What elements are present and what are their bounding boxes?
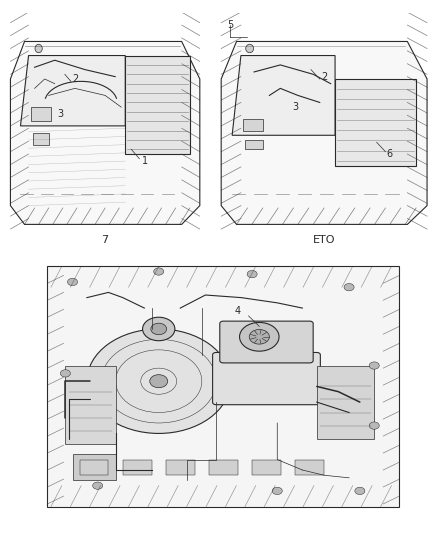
Polygon shape [11,42,200,224]
Text: 3: 3 [58,109,64,119]
Circle shape [344,284,354,291]
Bar [252,459,281,475]
Polygon shape [221,42,427,224]
Text: 4: 4 [235,306,241,316]
Text: 2: 2 [321,71,327,82]
Bar [166,459,194,475]
FancyBboxPatch shape [212,352,320,405]
Text: 7: 7 [102,236,109,246]
Circle shape [143,317,175,341]
Circle shape [93,482,102,489]
Circle shape [247,270,257,278]
Text: 3: 3 [293,102,299,112]
Polygon shape [232,55,335,135]
Bar [73,454,116,480]
Polygon shape [125,55,190,154]
Polygon shape [47,266,399,506]
Circle shape [60,370,71,377]
Polygon shape [335,79,416,166]
Polygon shape [21,55,125,126]
Text: 2: 2 [72,74,78,84]
FancyBboxPatch shape [220,321,313,363]
Circle shape [87,329,230,433]
Bar [123,459,152,475]
Circle shape [369,362,379,369]
Text: 1: 1 [142,156,148,166]
Circle shape [154,268,164,275]
Bar [80,459,109,475]
Bar [31,107,51,121]
Circle shape [151,323,166,335]
Bar [32,133,49,144]
Bar [295,459,324,475]
Text: 6: 6 [387,149,393,159]
Circle shape [369,422,379,429]
Bar [209,459,238,475]
Bar [245,140,263,149]
Bar [317,366,374,439]
Circle shape [355,487,365,495]
Circle shape [272,487,282,495]
Circle shape [150,375,168,387]
Bar [65,366,116,444]
Circle shape [67,278,78,286]
Circle shape [35,44,42,53]
Bar [243,119,263,131]
Text: ETO: ETO [313,236,336,246]
Circle shape [240,322,279,351]
Circle shape [246,44,254,53]
Circle shape [249,329,269,344]
Text: 5: 5 [227,20,233,30]
